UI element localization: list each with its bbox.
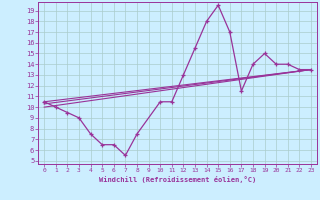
- X-axis label: Windchill (Refroidissement éolien,°C): Windchill (Refroidissement éolien,°C): [99, 176, 256, 183]
